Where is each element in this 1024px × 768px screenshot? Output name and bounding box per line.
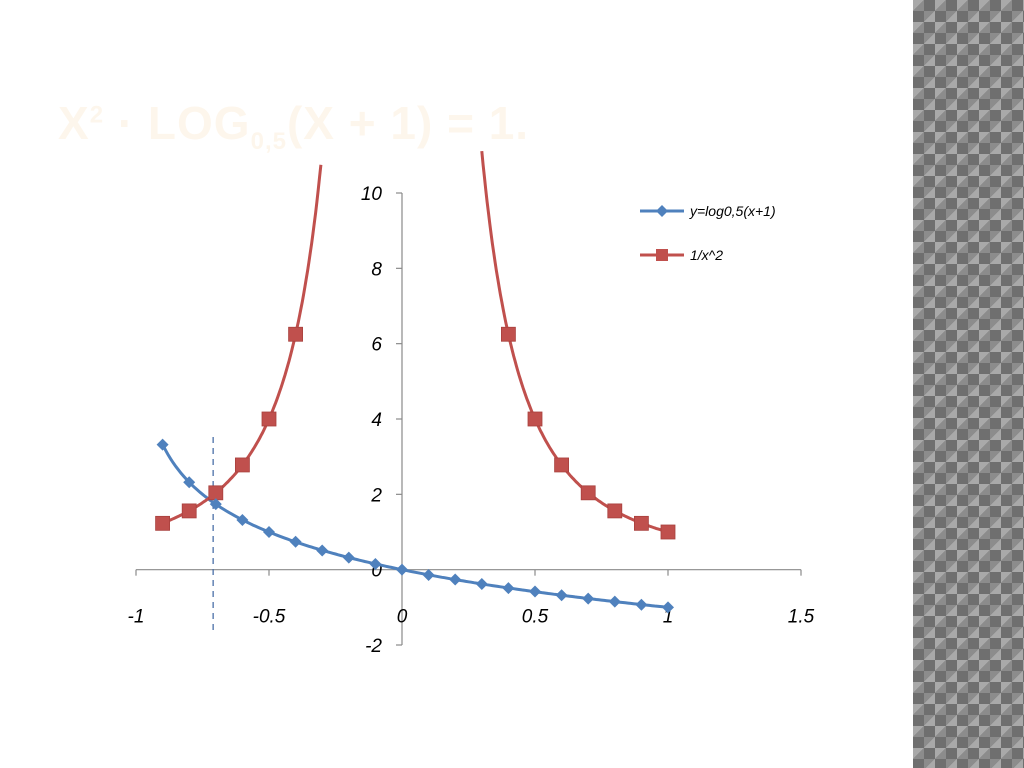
y-tick-label: 10 [361, 184, 383, 205]
x-tick-label: 1 [663, 607, 674, 628]
data-point-log [156, 438, 169, 451]
data-point-log [316, 544, 329, 557]
data-point-log [608, 595, 621, 608]
x-tick-label: -0.5 [253, 607, 286, 628]
data-point-reciprocal [607, 503, 623, 519]
data-point-reciprocal [288, 326, 304, 342]
chart-axes: -1 -0.5 0 0.5 1 1.5 -2 0 2 4 6 8 10 [128, 184, 815, 657]
side-pattern-strip [913, 0, 1024, 768]
data-point-reciprocal [261, 411, 277, 427]
data-point-reciprocal [554, 457, 569, 473]
title-subscript: 0,5 [250, 128, 287, 156]
slide-title: X2 · LOG0,5(X + 1) = 1. [58, 96, 529, 156]
data-point-reciprocal [155, 515, 171, 531]
data-point-log [422, 568, 435, 581]
title-mid: · LOG [104, 97, 251, 149]
y-tick-label: -2 [365, 636, 382, 657]
y-tick-label: 2 [370, 485, 382, 506]
x-tick-label: 1.5 [788, 607, 815, 628]
legend-marker-reciprocal [656, 249, 668, 261]
data-point-log [582, 592, 595, 605]
x-tick-label: 0 [397, 607, 408, 628]
data-point-log [662, 601, 674, 614]
y-tick-label: 8 [371, 259, 382, 280]
data-point-log [263, 526, 275, 538]
data-point-log [342, 551, 355, 564]
legend-label-log: y=log0,5(x+1) [689, 203, 776, 219]
data-point-log [475, 577, 488, 590]
data-point-log [209, 498, 222, 511]
y-tick-label: 6 [371, 335, 382, 356]
legend-label-reciprocal: 1/x^2 [690, 247, 723, 263]
data-point-log [183, 476, 196, 489]
series-group [161, 150, 669, 609]
y-tick-label: 0 [371, 561, 382, 582]
data-point-log [635, 598, 648, 611]
data-point-reciprocal [580, 485, 596, 501]
x-tick-label: -1 [128, 607, 145, 628]
data-point-reciprocal [500, 326, 516, 342]
title-end: (X + 1) = 1. [286, 97, 530, 149]
data-point-reciprocal [234, 457, 250, 473]
legend-marker-log [656, 205, 668, 217]
data-point-log [396, 563, 408, 576]
markers-group [155, 326, 676, 614]
data-point-log [449, 573, 462, 586]
y-tick-label: 4 [371, 410, 382, 431]
data-point-log [502, 582, 515, 595]
data-point-reciprocal [208, 485, 224, 501]
data-point-reciprocal [660, 524, 676, 540]
data-point-log [369, 558, 382, 571]
data-point-reciprocal [634, 515, 649, 531]
chart-legend: y=log0,5(x+1) 1/x^2 [640, 203, 776, 263]
function-chart: -1 -0.5 0 0.5 1 1.5 -2 0 2 4 6 8 10 y=log0,5(x+1) 1/x… [128, 150, 815, 657]
title-base: X [58, 97, 90, 149]
data-point-reciprocal [527, 411, 543, 427]
title-exponent: 2 [89, 101, 105, 129]
data-point-log [555, 589, 568, 602]
data-point-reciprocal [181, 503, 197, 519]
data-point-log [289, 535, 302, 548]
data-point-log [529, 585, 541, 598]
x-tick-label: 0.5 [522, 607, 549, 628]
data-point-log [236, 513, 249, 526]
